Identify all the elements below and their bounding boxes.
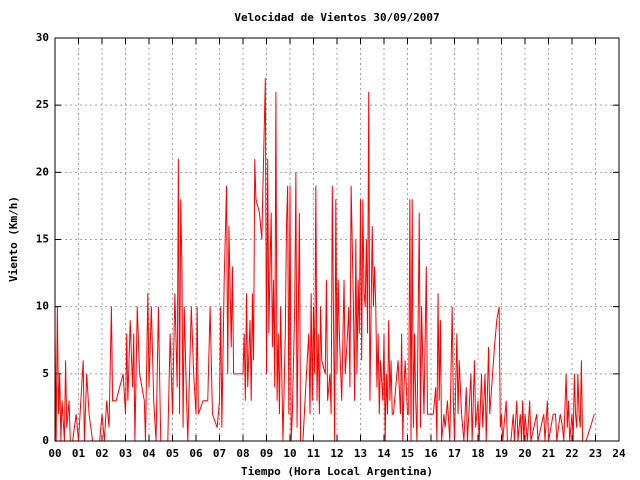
x-tick-label: 05: [166, 447, 179, 460]
x-tick-label: 13: [354, 447, 367, 460]
x-tick-label: 11: [307, 447, 321, 460]
x-tick-label: 20: [518, 447, 531, 460]
y-tick-label: 10: [36, 300, 49, 313]
y-tick-label: 25: [36, 98, 49, 111]
x-tick-label: 21: [542, 447, 556, 460]
x-tick-label: 17: [448, 447, 461, 460]
x-tick-label: 04: [142, 447, 156, 460]
x-tick-label: 18: [471, 447, 484, 460]
chart-title: Velocidad de Vientos 30/09/2007: [234, 11, 439, 24]
plot-border: [54, 37, 620, 442]
y-tick-label: 15: [36, 233, 49, 246]
x-tick-label: 07: [213, 447, 226, 460]
x-tick-label: 19: [495, 447, 508, 460]
x-tick-label: 10: [283, 447, 296, 460]
x-tick-label: 00: [48, 447, 61, 460]
y-axis-label: Viento (Km/h): [7, 196, 20, 282]
x-tick-label: 09: [260, 447, 273, 460]
x-tick-label: 02: [95, 447, 108, 460]
y-tick-label: 30: [36, 31, 49, 44]
x-tick-label: 16: [424, 447, 438, 460]
x-tick-label: 06: [189, 447, 203, 460]
x-tick-label: 14: [377, 447, 391, 460]
x-tick-label: 22: [565, 447, 578, 460]
data-line: [54, 78, 595, 442]
x-tick-label: 23: [589, 447, 602, 460]
x-tick-label: 15: [401, 447, 414, 460]
x-tick-label: 01: [72, 447, 86, 460]
x-axis-label: Tiempo (Hora Local Argentina): [241, 465, 433, 478]
y-tick-label: 5: [42, 367, 49, 380]
x-tick-label: 08: [236, 447, 249, 460]
x-tick-label: 12: [330, 447, 343, 460]
x-tick-label: 03: [119, 447, 132, 460]
y-tick-label: 0: [42, 434, 49, 447]
y-tick-label: 20: [36, 165, 49, 178]
x-tick-label: 24: [612, 447, 626, 460]
